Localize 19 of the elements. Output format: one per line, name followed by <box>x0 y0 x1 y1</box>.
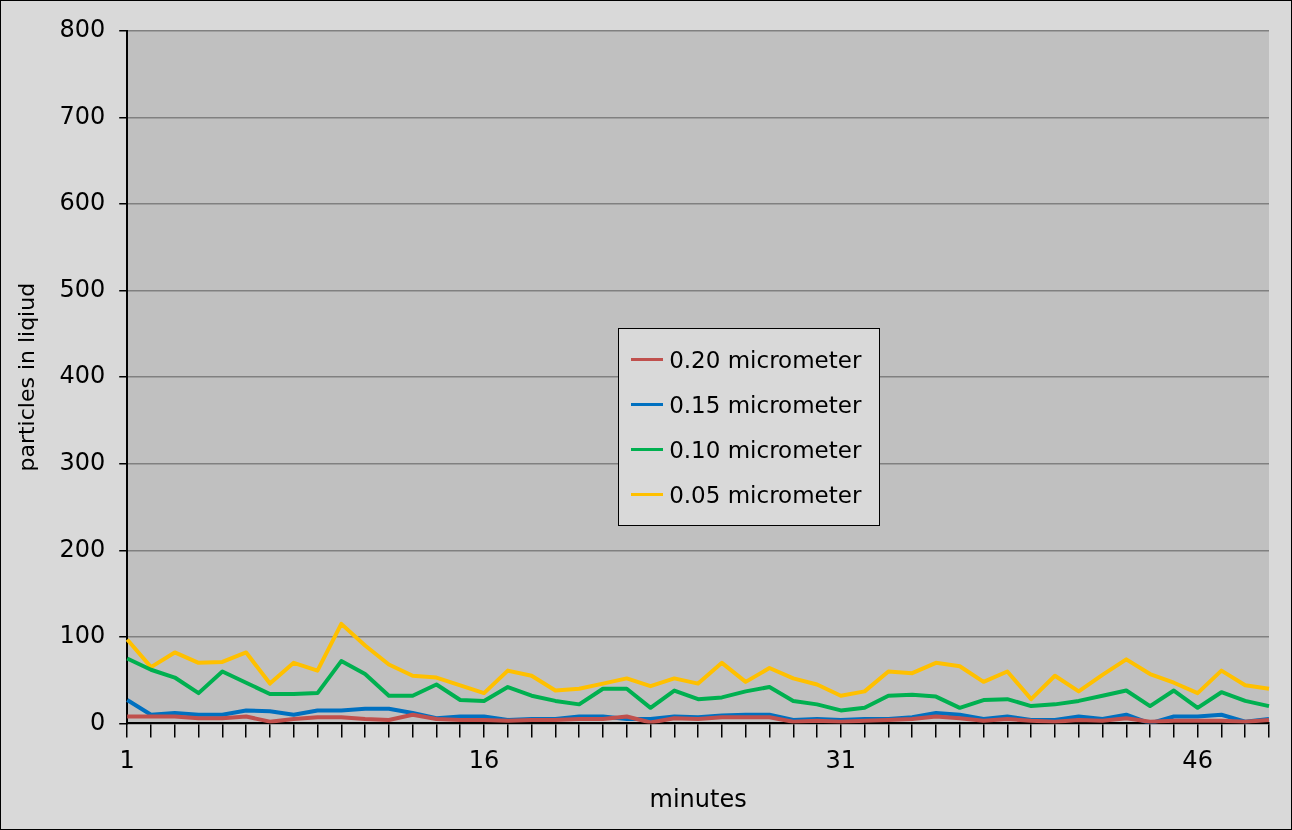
x-axis-title: minutes <box>649 784 747 813</box>
y-axis-title: particles in liqiud <box>13 282 39 472</box>
y-tick-label: 200 <box>59 534 106 563</box>
y-tick-label: 300 <box>59 447 106 476</box>
y-tick-label: 400 <box>59 361 106 390</box>
x-tick-label: 16 <box>468 746 500 775</box>
x-tick-label: 1 <box>119 746 135 775</box>
legend-label: 0.10 micrometer <box>669 436 862 463</box>
legend-label: 0.05 micrometer <box>669 481 862 508</box>
y-tick-label: 500 <box>59 274 106 303</box>
y-tick-label: 0 <box>89 707 106 736</box>
y-tick-label: 700 <box>59 101 106 130</box>
x-tick-label: 46 <box>1182 746 1213 775</box>
legend-label: 0.15 micrometer <box>669 391 862 418</box>
y-tick-label: 100 <box>59 621 106 650</box>
legend-label: 0.20 micrometer <box>669 346 862 373</box>
x-tick-label: 31 <box>825 746 857 775</box>
y-tick-label: 800 <box>59 15 106 44</box>
y-tick-label: 600 <box>59 188 106 217</box>
